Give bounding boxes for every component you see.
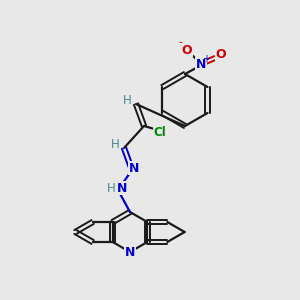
Text: H: H [111,137,119,151]
Text: H: H [123,94,131,106]
Text: N: N [196,58,206,70]
Text: N: N [129,161,139,175]
Text: H: H [106,182,116,194]
Text: O: O [182,44,192,56]
Text: -: - [178,37,182,47]
Text: N: N [117,182,127,194]
Text: N: N [125,245,135,259]
Text: +: + [202,54,210,64]
Text: Cl: Cl [154,125,166,139]
Text: O: O [216,47,226,61]
